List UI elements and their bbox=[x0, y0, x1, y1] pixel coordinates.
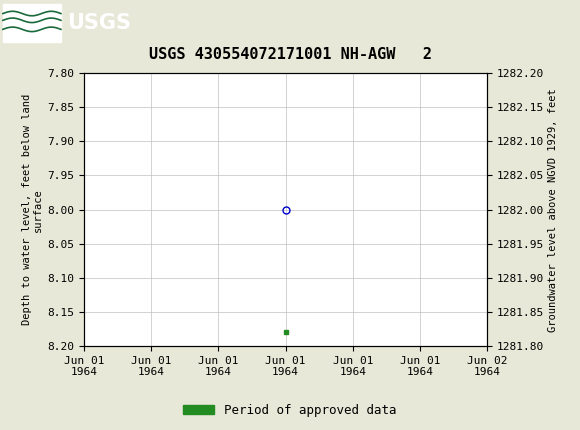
Legend: Period of approved data: Period of approved data bbox=[178, 399, 402, 421]
Text: USGS 430554072171001 NH-AGW   2: USGS 430554072171001 NH-AGW 2 bbox=[148, 47, 432, 62]
Y-axis label: Groundwater level above NGVD 1929, feet: Groundwater level above NGVD 1929, feet bbox=[548, 88, 559, 332]
Text: USGS: USGS bbox=[67, 12, 130, 33]
Bar bbox=[3, 3, 61, 42]
Y-axis label: Depth to water level, feet below land
surface: Depth to water level, feet below land su… bbox=[21, 94, 44, 325]
